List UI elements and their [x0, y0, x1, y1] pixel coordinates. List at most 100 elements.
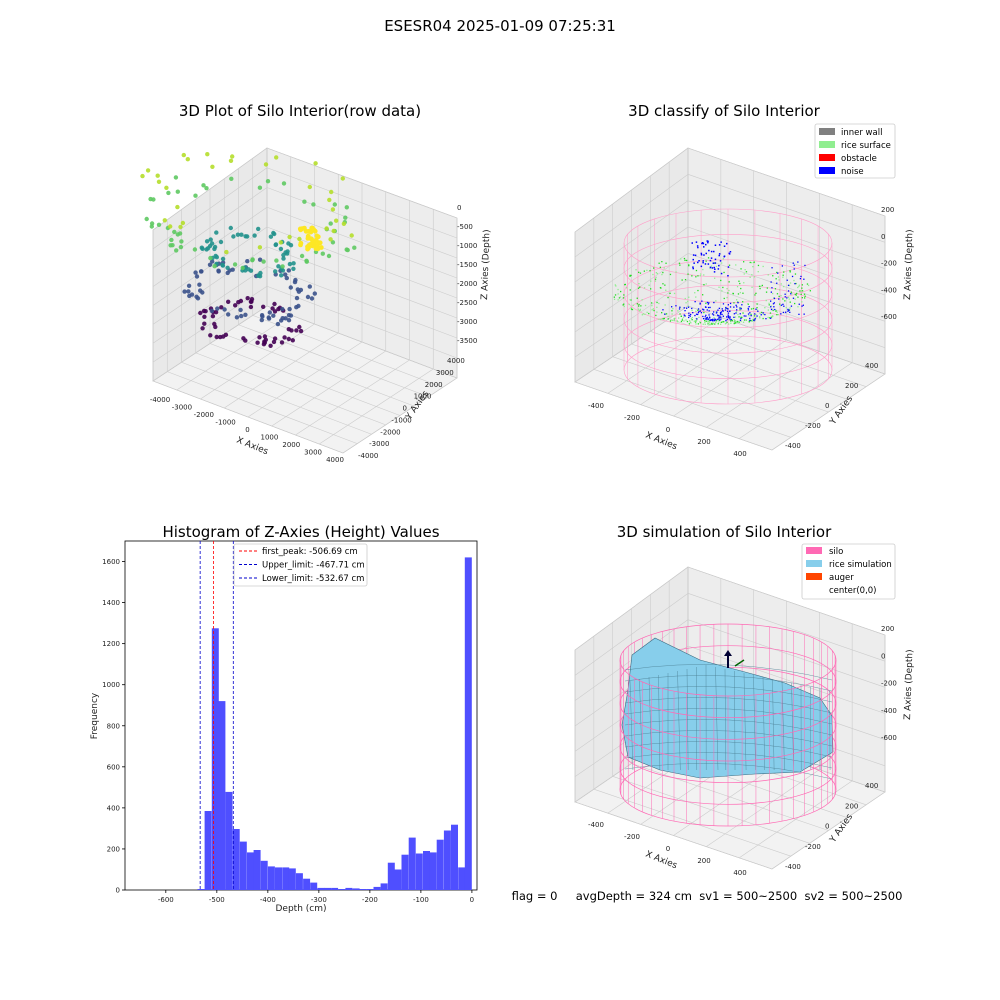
simulation-y-tick-label: 200	[845, 802, 858, 810]
surface-point	[765, 291, 768, 293]
raw-point	[235, 232, 241, 237]
noise-point	[705, 314, 707, 316]
surface-point	[788, 298, 790, 300]
surface-point	[741, 316, 743, 319]
surface-point	[699, 275, 701, 277]
histogram-bar	[218, 701, 226, 890]
rice-mesh	[624, 664, 833, 681]
surface-point	[685, 319, 687, 321]
surface-point	[639, 308, 641, 311]
raw-point	[280, 268, 286, 273]
rice-body	[621, 637, 834, 779]
noise-point	[735, 312, 737, 314]
surface-point	[800, 293, 802, 295]
surface-point	[745, 319, 747, 321]
grid-line	[687, 593, 886, 662]
raw-y-tick-label: -2000	[380, 428, 400, 436]
histogram-bar	[464, 557, 472, 890]
raw-point	[340, 176, 345, 181]
surface-point	[702, 268, 704, 271]
surface-point	[638, 303, 640, 306]
surface-point	[707, 323, 709, 325]
raw-point	[261, 304, 266, 309]
raw-point	[298, 287, 304, 293]
raw-point	[298, 240, 304, 246]
x-tick-label: -100	[413, 896, 429, 904]
noise-point	[709, 259, 712, 262]
surface-point	[644, 304, 647, 307]
surface-point	[726, 288, 728, 290]
noise-point	[798, 303, 800, 305]
noise-point	[784, 296, 786, 298]
raw-point	[208, 237, 213, 242]
surface-point	[659, 287, 662, 289]
surface-point	[783, 271, 785, 273]
surface-point	[694, 292, 696, 294]
raw-z-tick-label: -2000	[457, 280, 477, 288]
raw-y-tick-label: -4000	[358, 452, 378, 460]
noise-point	[707, 303, 709, 305]
histogram-bars	[197, 557, 472, 891]
surface-point	[757, 271, 759, 273]
noise-point	[726, 308, 729, 310]
noise-point	[771, 267, 773, 269]
raw-point	[198, 310, 203, 316]
histogram-bar	[387, 862, 395, 890]
simulation-y-ticks: -400 -200 0 200 400	[785, 782, 878, 871]
surface-point	[759, 316, 761, 318]
surface-point	[724, 323, 727, 325]
classify-y-tick-label: 0	[825, 402, 829, 410]
noise-point	[770, 281, 772, 283]
raw-x-tick-label: 2000	[282, 441, 300, 449]
surface-point	[715, 320, 718, 322]
surface-point	[689, 321, 691, 323]
surface-point	[686, 320, 689, 323]
histogram-bar	[317, 887, 325, 890]
noise-point	[701, 300, 703, 302]
noise-point	[789, 311, 791, 313]
raw-point	[245, 259, 250, 264]
surface-point	[743, 282, 745, 284]
surface-point	[747, 303, 749, 305]
surface-point	[624, 284, 626, 286]
surface-point	[732, 292, 734, 295]
noise-point	[783, 305, 785, 307]
raw-point	[208, 333, 213, 338]
histogram-bar	[408, 837, 416, 890]
surface-point	[755, 292, 757, 294]
raw-point	[276, 306, 281, 312]
noise-point	[697, 312, 700, 314]
surface-point	[795, 282, 797, 285]
legend-label: inner wall	[841, 128, 882, 138]
raw-point	[294, 305, 299, 310]
legend-swatch	[819, 154, 835, 161]
surface-point	[745, 271, 748, 273]
grid-line	[152, 305, 268, 382]
raw-point	[186, 289, 191, 294]
raw-point	[155, 173, 160, 178]
surface-point	[656, 272, 658, 275]
surface-point	[672, 319, 674, 322]
surface-point	[655, 314, 657, 317]
surface-point	[749, 276, 751, 278]
noise-point	[747, 313, 750, 315]
surface-point	[780, 283, 782, 285]
noise-point	[708, 302, 710, 304]
raw-point	[324, 226, 329, 231]
noise-point	[694, 301, 696, 303]
surface-point	[762, 317, 764, 320]
histogram-y-ticks: 0 200 400 600 800 1000 1200 1400 1600	[102, 558, 125, 895]
surface-point	[623, 305, 625, 308]
raw-point	[230, 154, 235, 159]
raw-point	[286, 313, 292, 318]
raw-point	[201, 183, 206, 188]
legend-swatch	[819, 167, 835, 174]
raw-point	[293, 277, 298, 283]
raw-point	[279, 273, 284, 278]
raw-point	[297, 236, 302, 242]
surface-point	[617, 299, 619, 301]
noise-point	[794, 283, 796, 285]
surface-point	[723, 271, 725, 274]
surface-point	[762, 265, 764, 268]
surface-point	[759, 287, 761, 290]
